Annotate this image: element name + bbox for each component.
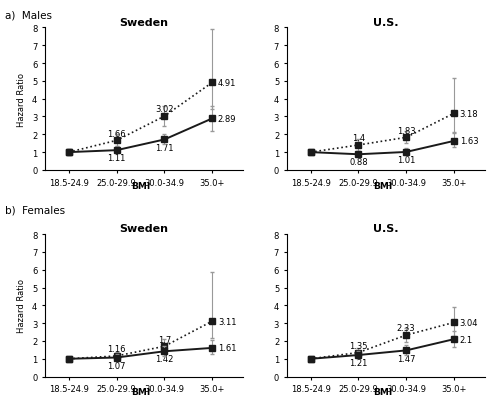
Text: 1.01: 1.01 — [397, 156, 415, 165]
Title: U.S.: U.S. — [373, 224, 398, 234]
Text: b)  Females: b) Females — [5, 205, 65, 215]
Text: 1.7: 1.7 — [158, 335, 171, 344]
Text: 1.35: 1.35 — [349, 341, 368, 350]
Text: 1.47: 1.47 — [397, 354, 415, 363]
Text: 1.21: 1.21 — [350, 358, 368, 367]
Title: Sweden: Sweden — [120, 224, 168, 234]
Text: 1.63: 1.63 — [460, 137, 478, 146]
Text: 1.66: 1.66 — [108, 129, 126, 139]
Text: BMI: BMI — [131, 387, 150, 396]
Text: 2.1: 2.1 — [460, 335, 473, 344]
Text: 1.11: 1.11 — [108, 154, 126, 163]
Text: 3.02: 3.02 — [155, 105, 174, 114]
Text: BMI: BMI — [372, 387, 392, 396]
Text: 1.4: 1.4 — [352, 134, 365, 143]
Text: 1.07: 1.07 — [108, 361, 126, 370]
Text: BMI: BMI — [372, 181, 392, 190]
Y-axis label: Hazard Ratio: Hazard Ratio — [18, 72, 26, 126]
Text: a)  Males: a) Males — [5, 10, 52, 20]
Text: 3.11: 3.11 — [218, 317, 236, 326]
Text: 2.33: 2.33 — [397, 324, 415, 333]
Text: 3.04: 3.04 — [460, 318, 478, 327]
Text: 1.42: 1.42 — [155, 355, 174, 364]
Text: 3.18: 3.18 — [460, 109, 478, 119]
Text: 2.89: 2.89 — [218, 115, 236, 124]
Text: 0.88: 0.88 — [349, 158, 368, 167]
Text: 1.16: 1.16 — [108, 344, 126, 354]
Text: 4.91: 4.91 — [218, 79, 236, 88]
Title: Sweden: Sweden — [120, 17, 168, 28]
Title: U.S.: U.S. — [373, 17, 398, 28]
Y-axis label: Hazard Ratio: Hazard Ratio — [18, 279, 26, 333]
Text: BMI: BMI — [131, 181, 150, 190]
Text: 1.71: 1.71 — [155, 143, 174, 152]
Text: 1.61: 1.61 — [218, 343, 236, 352]
Text: 1.83: 1.83 — [397, 126, 415, 135]
